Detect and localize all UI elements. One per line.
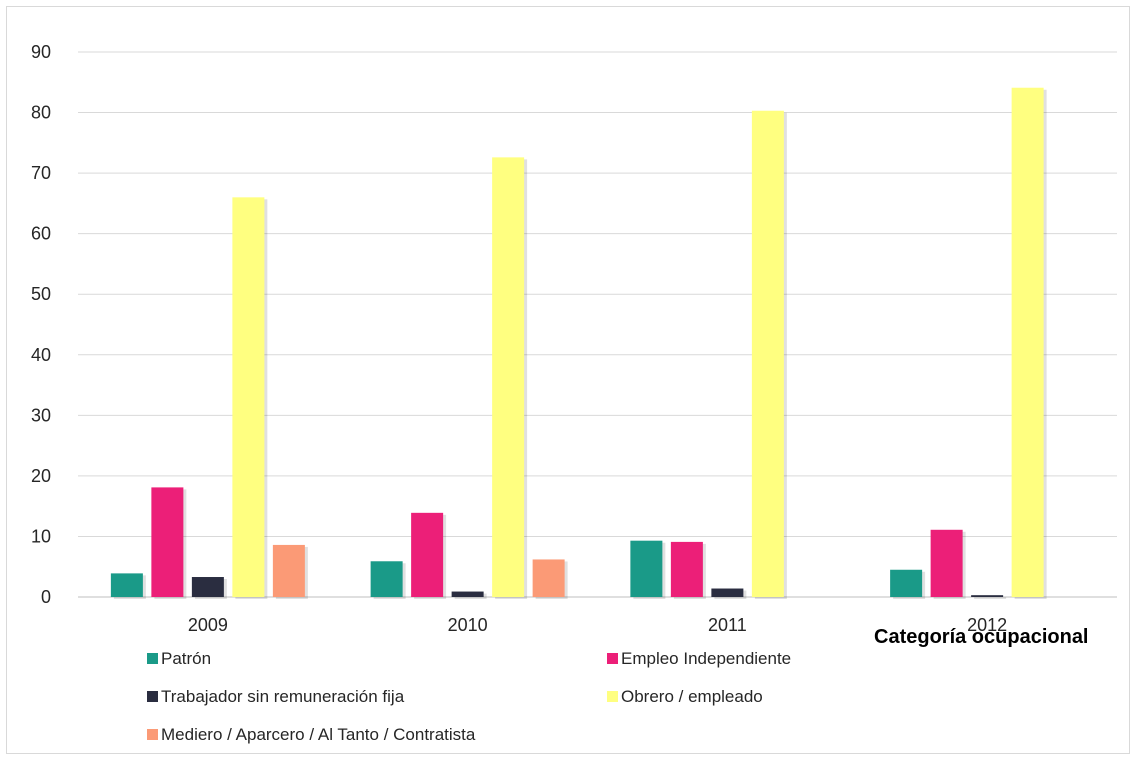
bar [492, 157, 525, 597]
legend-label: Patrón [161, 649, 211, 668]
y-tick-label: 20 [31, 466, 51, 486]
bar [451, 591, 484, 597]
legend-swatch [147, 729, 158, 740]
y-tick-label: 0 [41, 587, 51, 607]
bar [110, 573, 143, 597]
x-tick-label: 2009 [188, 615, 228, 635]
legend-label: Mediero / Aparcero / Al Tanto / Contrati… [161, 725, 476, 744]
y-tick-label: 80 [31, 103, 51, 123]
bar [930, 529, 963, 597]
bar [191, 577, 224, 597]
x-axis: 2009 2010 2011 2012 [188, 615, 1007, 635]
bar-chart: 0 10 20 30 40 50 60 70 80 90 2009 2010 2011 2012 Pat… [31, 42, 1117, 744]
x-tick-label: 2012 [967, 615, 1007, 635]
chart-frame: 0 10 20 30 40 50 60 70 80 90 2009 2010 2011 2012 Pat… [6, 6, 1130, 754]
bar [971, 595, 1004, 597]
y-axis: 0 10 20 30 40 50 60 70 80 90 [31, 42, 51, 607]
y-tick-label: 10 [31, 526, 51, 546]
chart-title: Categoría ocupacional [874, 626, 1089, 648]
legend-label: Obrero / empleado [621, 687, 763, 706]
bar [532, 559, 565, 597]
bars [110, 87, 1047, 600]
y-tick-label: 50 [31, 284, 51, 304]
bar-shadow [974, 597, 1007, 599]
legend-swatch [147, 691, 158, 702]
legend-swatch [147, 653, 158, 664]
bar [670, 541, 703, 597]
legend-label: Trabajador sin remuneración fija [161, 687, 405, 706]
y-tick-label: 30 [31, 405, 51, 425]
bar [232, 197, 265, 598]
bar [272, 544, 305, 597]
y-tick-label: 90 [31, 42, 51, 62]
y-tick-label: 60 [31, 224, 51, 244]
bar [890, 569, 923, 597]
legend: Patrón Empleo Independiente Trabajador sin… [147, 649, 791, 744]
y-tick-label: 40 [31, 345, 51, 365]
bar [630, 540, 663, 597]
bar [151, 487, 184, 597]
bar [411, 512, 444, 597]
bar [711, 588, 744, 597]
y-tick-label: 70 [31, 163, 51, 183]
legend-swatch [607, 691, 618, 702]
x-tick-label: 2011 [708, 615, 747, 635]
bar [751, 110, 784, 597]
bar [1011, 87, 1044, 597]
x-tick-label: 2010 [448, 615, 488, 635]
legend-swatch [607, 653, 618, 664]
legend-label: Empleo Independiente [621, 649, 791, 668]
bar [370, 561, 403, 597]
